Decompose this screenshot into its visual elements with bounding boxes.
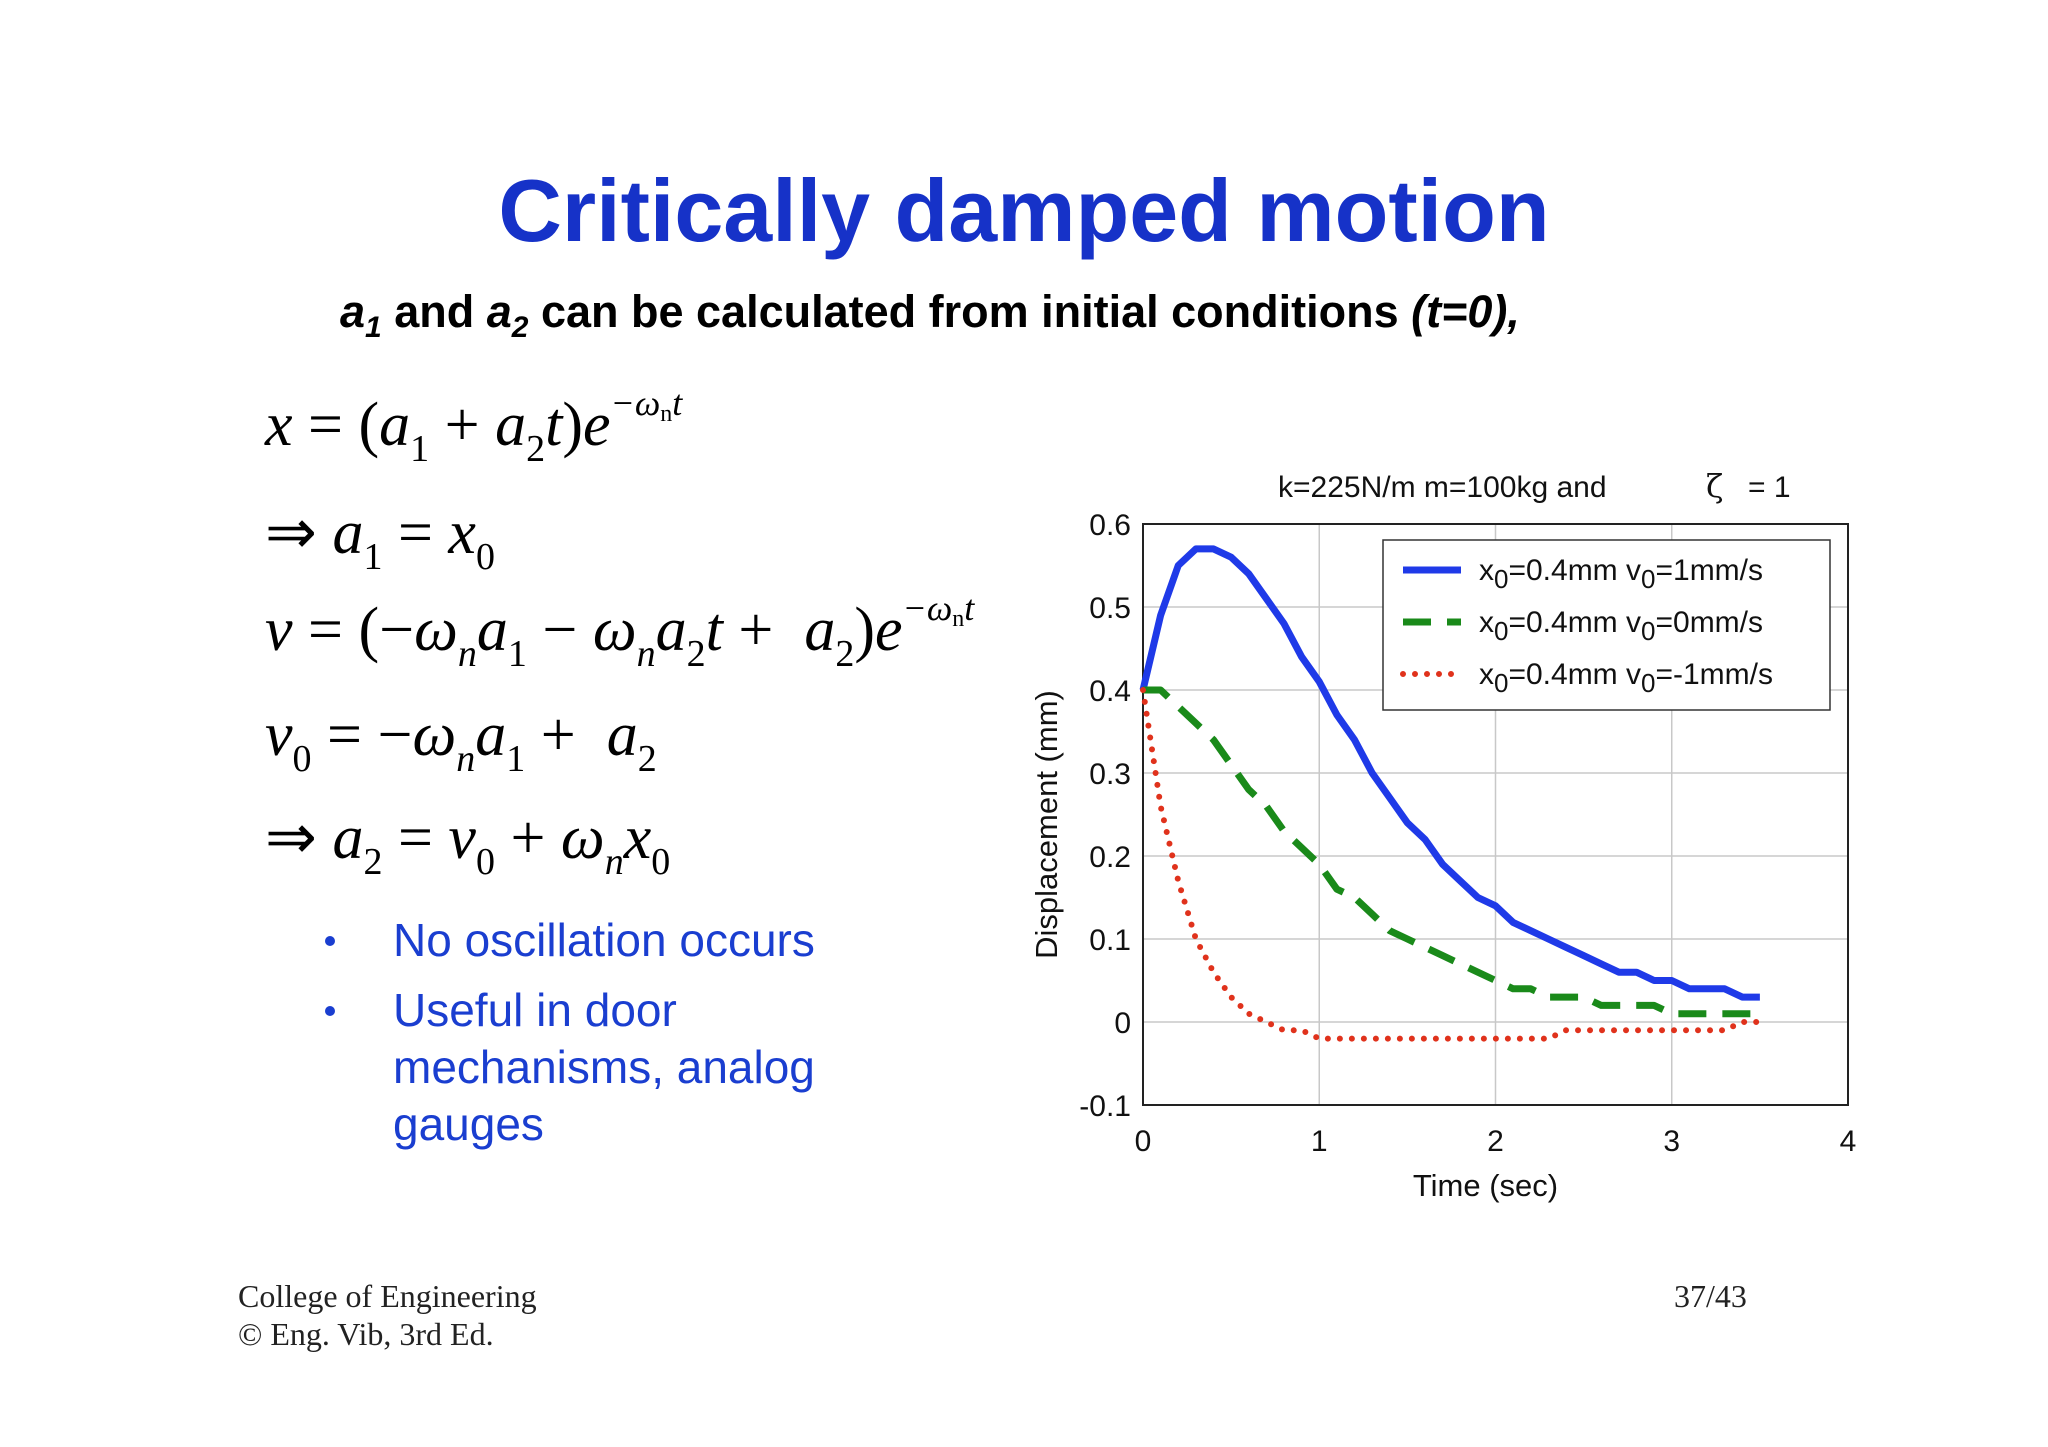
equation-v0: v0 = −ωna1 + a2	[265, 701, 657, 780]
series-line-3	[1140, 687, 1763, 1042]
chart-title-value: = 1	[1748, 471, 1791, 504]
y-tick-label: 0.6	[1089, 509, 1131, 542]
chart-title: k=225N/m m=100kg and	[1278, 471, 1607, 504]
slide-title: Critically damped motion	[498, 161, 1550, 260]
bullet-text: Useful in door mechanisms, analog gauges	[393, 984, 815, 1150]
footer-edition: © Eng. Vib, 3rd Ed.	[238, 1316, 494, 1352]
legend-label-1: x0=0.4mm v0=1mm/s	[1479, 554, 1763, 594]
x-tick-label: 1	[1311, 1125, 1328, 1158]
y-tick-label: 0.4	[1089, 675, 1131, 708]
chart-title-symbol: ζ	[1706, 467, 1723, 505]
bullet-text: No oscillation occurs	[393, 914, 815, 966]
slide-subtitle: a1 and a2 can be calculated from initial…	[340, 286, 1520, 343]
subtitle-a1: a	[340, 286, 366, 337]
x-tick-label: 0	[1135, 1125, 1152, 1158]
bullet-dot	[325, 936, 335, 946]
x-axis-label: Time (sec)	[1413, 1168, 1558, 1203]
y-tick-label: 0	[1114, 1007, 1131, 1040]
x-tick-label: 2	[1487, 1125, 1504, 1158]
series-line-2	[1143, 686, 1760, 1018]
equation-displacement: x = (a1 + a2t)e−ωnt	[265, 383, 683, 470]
x-tick-label: 4	[1840, 1125, 1857, 1158]
x-tick-label: 3	[1663, 1125, 1680, 1158]
equation-velocity: v = (−ωna1 − ωna2t + a2)e−ωnt	[265, 588, 975, 675]
legend-label-3: x0=0.4mm v0=-1mm/s	[1479, 658, 1773, 698]
y-tick-label: -0.1	[1079, 1090, 1131, 1123]
legend-label-2: x0=0.4mm v0=0mm/s	[1479, 606, 1763, 646]
subtitle-a2-sub: 2	[511, 311, 529, 344]
bullet-dot	[325, 1006, 335, 1016]
equation-a1: ⇒ a1 = x0	[265, 499, 495, 578]
subtitle-a2: a	[486, 286, 512, 337]
y-tick-label: 0.3	[1089, 758, 1131, 791]
equation-a2: ⇒ a2 = v0 + ωnx0	[265, 804, 671, 883]
y-tick-label: 0.2	[1089, 841, 1131, 874]
footer-college: College of Engineering	[238, 1278, 537, 1314]
plot-frame	[1142, 523, 1849, 1106]
series-line-1	[1139, 545, 1760, 1001]
page-number: 37/43	[1674, 1278, 1747, 1314]
y-tick-label: 0.1	[1089, 924, 1131, 957]
y-tick-label: 0.5	[1089, 592, 1131, 625]
subtitle-and: and	[381, 286, 487, 337]
subtitle-rest: can be calculated from initial condition…	[528, 286, 1412, 337]
subtitle-a1-sub: 1	[365, 311, 382, 344]
subtitle-t0: (t=0),	[1411, 286, 1520, 337]
y-axis-label: Displacement (mm)	[1029, 690, 1064, 959]
